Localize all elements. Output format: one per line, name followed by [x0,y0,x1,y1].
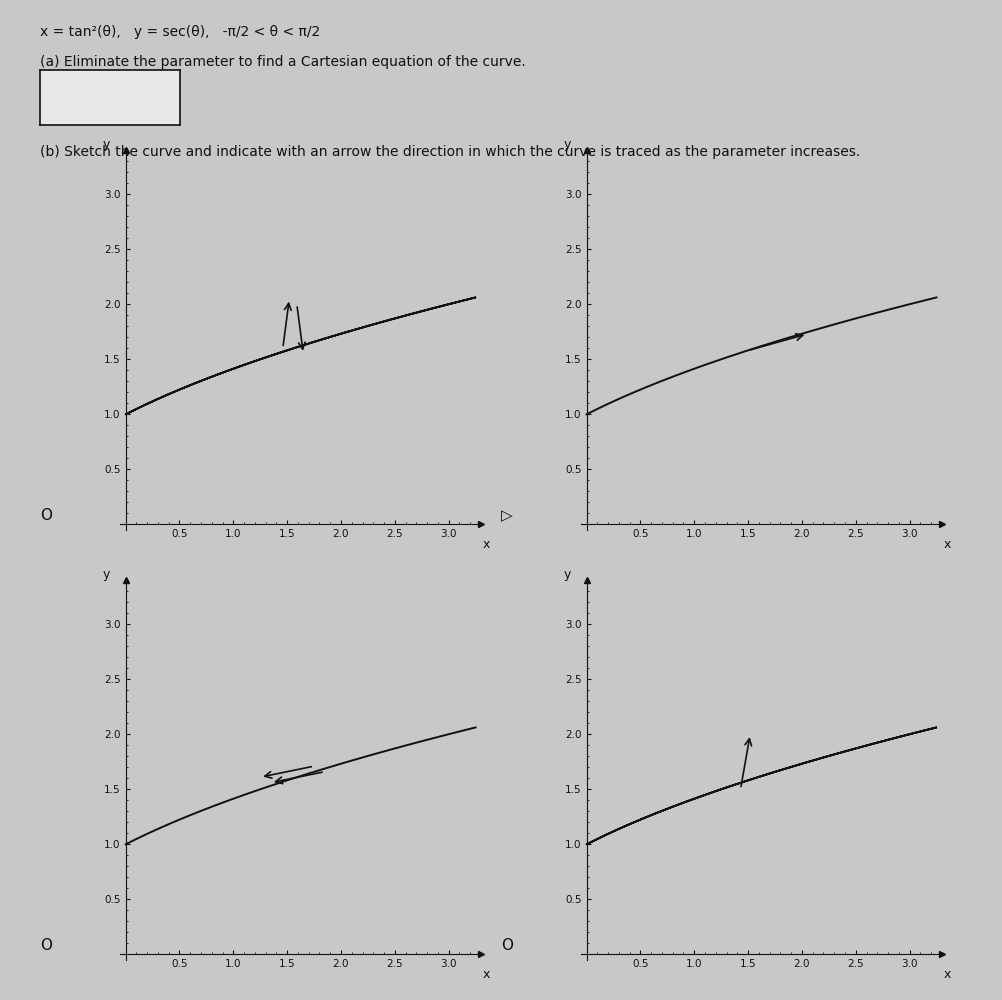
Text: O: O [40,938,52,953]
Text: x: x [483,538,490,551]
Text: x: x [483,968,490,981]
Text: (b) Sketch the curve and indicate with an arrow the direction in which the curve: (b) Sketch the curve and indicate with a… [40,145,861,159]
Text: (a) Eliminate the parameter to find a Cartesian equation of the curve.: (a) Eliminate the parameter to find a Ca… [40,55,526,69]
Text: y: y [563,138,571,151]
Text: x = tan²(θ),   y = sec(θ),   -π/2 < θ < π/2: x = tan²(θ), y = sec(θ), -π/2 < θ < π/2 [40,25,321,39]
Text: x: x [944,538,951,551]
Text: y: y [102,138,110,151]
Text: O: O [501,938,513,953]
Text: x: x [944,968,951,981]
Text: ▷: ▷ [501,508,513,523]
Text: y: y [102,568,110,581]
Text: O: O [40,508,52,523]
Text: y: y [563,568,571,581]
